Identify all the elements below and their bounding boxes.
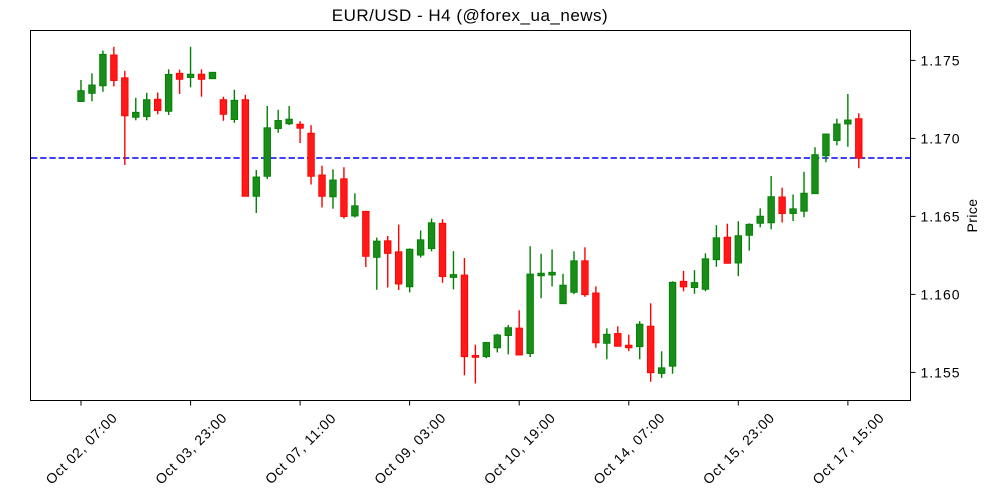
svg-text:1.155: 1.155 [921, 364, 961, 380]
svg-text:EUR/USD - H4 (@forex_ua_news): EUR/USD - H4 (@forex_ua_news) [332, 6, 608, 25]
svg-text:Oct 07, 11:00: Oct 07, 11:00 [262, 410, 339, 487]
svg-text:1.170: 1.170 [921, 130, 961, 146]
svg-text:Oct 17, 15:00: Oct 17, 15:00 [809, 409, 887, 487]
svg-text:1.165: 1.165 [921, 208, 961, 224]
svg-text:Oct 02, 07:00: Oct 02, 07:00 [42, 409, 120, 487]
svg-text:1.160: 1.160 [921, 286, 961, 302]
svg-text:1.175: 1.175 [921, 52, 961, 68]
svg-text:Oct 03, 23:00: Oct 03, 23:00 [152, 409, 230, 487]
svg-text:Oct 10, 19:00: Oct 10, 19:00 [481, 409, 559, 487]
svg-text:Oct 09, 03:00: Oct 09, 03:00 [371, 409, 449, 487]
svg-text:Oct 14, 07:00: Oct 14, 07:00 [590, 409, 668, 487]
svg-text:Oct 15, 23:00: Oct 15, 23:00 [700, 409, 778, 487]
svg-text:Price: Price [964, 199, 980, 233]
